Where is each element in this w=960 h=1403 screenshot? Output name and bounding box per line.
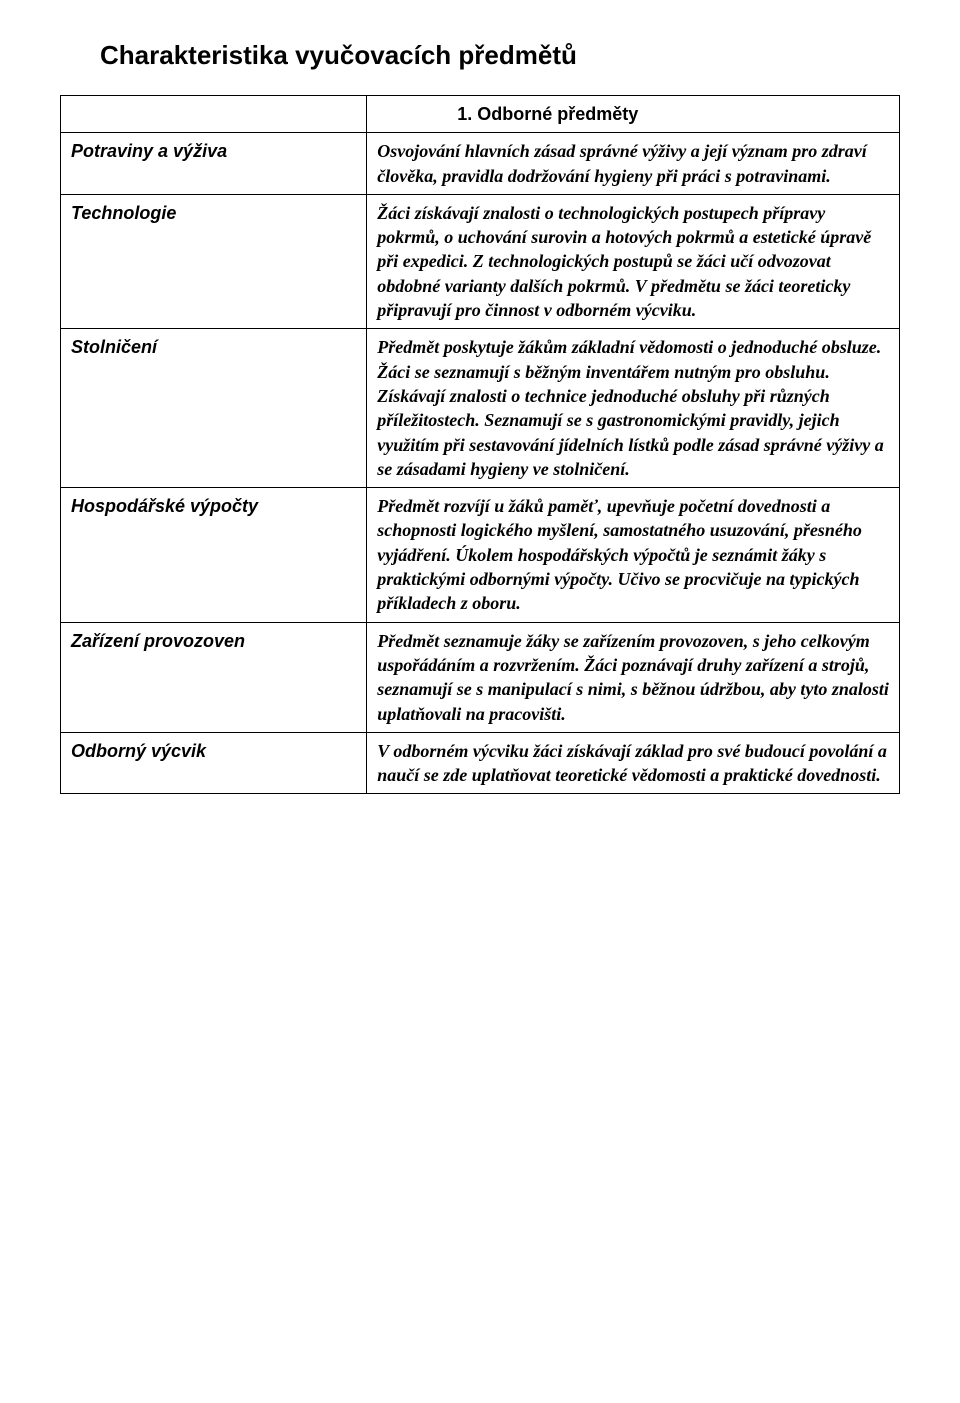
- subject-description: Osvojování hlavních zásad správné výživy…: [367, 133, 900, 195]
- subject-label: Zařízení provozoven: [61, 622, 367, 732]
- subject-label: Technologie: [61, 194, 367, 328]
- subject-label: Odborný výcvik: [61, 732, 367, 794]
- section-header-empty: [61, 96, 367, 133]
- table-row: Stolničení Předmět poskytuje žákům zákla…: [61, 329, 900, 488]
- subject-label: Hospodářské výpočty: [61, 488, 367, 622]
- section-header-row: 1. Odborné předměty: [61, 96, 900, 133]
- subject-description: Předmět rozvíjí u žáků paměť, upevňuje p…: [367, 488, 900, 622]
- subject-description: Předmět seznamuje žáky se zařízením prov…: [367, 622, 900, 732]
- subject-label: Stolničení: [61, 329, 367, 488]
- table-row: Potraviny a výživa Osvojování hlavních z…: [61, 133, 900, 195]
- section-header-cell: 1. Odborné předměty: [367, 96, 900, 133]
- subject-label: Potraviny a výživa: [61, 133, 367, 195]
- subject-description: Žáci získávají znalosti o technologickýc…: [367, 194, 900, 328]
- page-title: Charakteristika vyučovacích předmětů: [60, 40, 900, 71]
- subjects-table: 1. Odborné předměty Potraviny a výživa O…: [60, 95, 900, 794]
- subject-description: Předmět poskytuje žákům základní vědomos…: [367, 329, 900, 488]
- subject-description: V odborném výcviku žáci získávají základ…: [367, 732, 900, 794]
- table-row: Zařízení provozoven Předmět seznamuje žá…: [61, 622, 900, 732]
- table-row: Technologie Žáci získávají znalosti o te…: [61, 194, 900, 328]
- table-row: Hospodářské výpočty Předmět rozvíjí u žá…: [61, 488, 900, 622]
- table-row: Odborný výcvik V odborném výcviku žáci z…: [61, 732, 900, 794]
